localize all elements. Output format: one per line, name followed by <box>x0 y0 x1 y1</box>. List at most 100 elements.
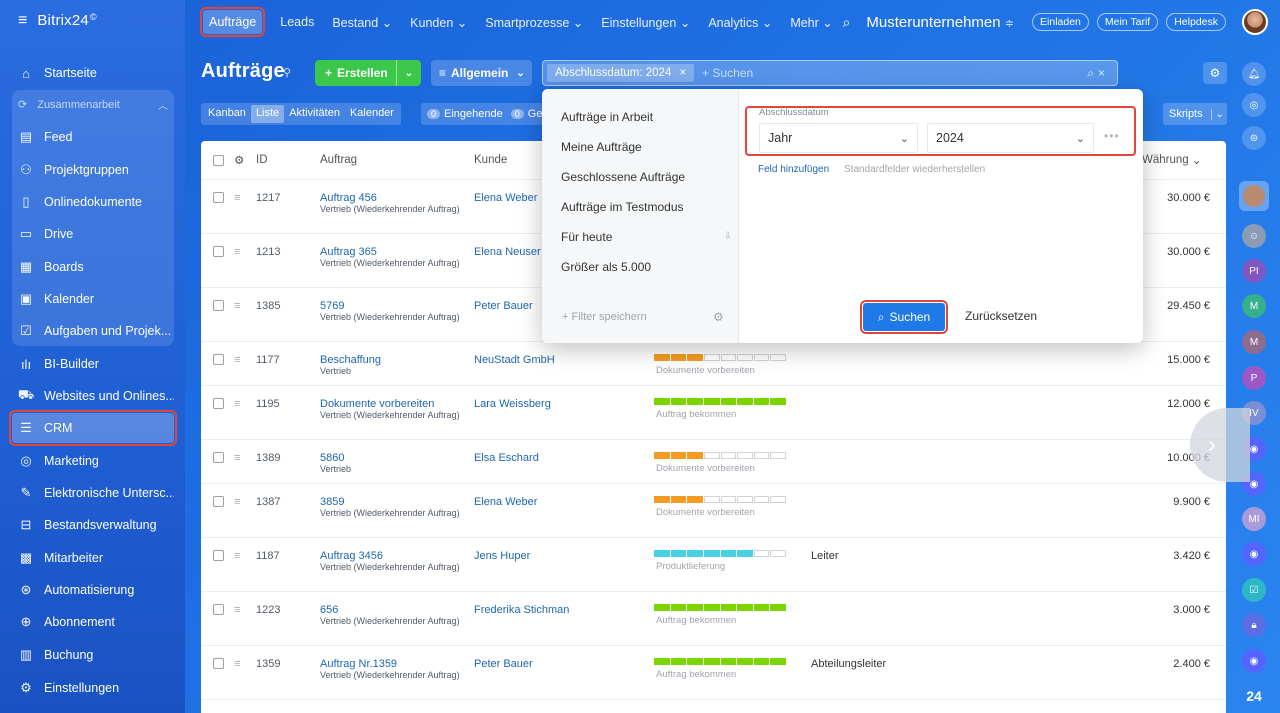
stage-segment[interactable] <box>753 550 770 557</box>
nav-tab-kunden[interactable]: Kunden ⌄ <box>410 15 467 30</box>
stage-segment[interactable] <box>720 354 737 361</box>
stage-segment[interactable] <box>737 496 753 503</box>
stage-segment[interactable] <box>770 658 786 665</box>
openlines-icon[interactable]: ◉ <box>1242 542 1266 566</box>
client-link[interactable]: NeuStadt GmbH <box>474 354 555 366</box>
stage-segment[interactable] <box>753 658 770 665</box>
bitrix-badge[interactable]: 24 <box>1246 688 1262 704</box>
drag-handle-icon[interactable]: ≡ <box>234 604 241 616</box>
client-link[interactable]: Peter Bauer <box>474 658 533 670</box>
stage-segment[interactable] <box>687 496 703 503</box>
sidebar-item-onlinedokumente[interactable]: ▯ Onlinedokumente <box>12 187 174 217</box>
nav-tab-analytics[interactable]: Analytics ⌄ <box>708 15 772 30</box>
preset-item[interactable]: Aufträge in Arbeit <box>561 110 654 124</box>
drag-handle-icon[interactable]: ≡ <box>234 452 241 464</box>
nav-tab-bestand[interactable]: Bestand ⌄ <box>332 15 392 30</box>
stage-segment[interactable] <box>753 354 770 361</box>
sidebar-item-kalender[interactable]: ▣ Kalender <box>12 284 174 314</box>
stage-segment[interactable] <box>654 658 670 665</box>
sidebar-item-marketing[interactable]: ◎ Marketing <box>12 446 174 476</box>
deal-link[interactable]: Auftrag Nr.1359 <box>320 658 398 670</box>
sidebar-item-bestandsverwaltung[interactable]: ⊟ Bestandsverwaltung <box>12 510 174 540</box>
reset-button[interactable]: Zurücksetzen <box>965 309 1038 323</box>
search-input[interactable]: Abschlussdatum: 2024 × + Suchen ⌕× <box>542 60 1118 86</box>
pulse-icon[interactable]: ◎ <box>1242 93 1266 117</box>
column-header-client[interactable]: Kunde <box>474 154 508 166</box>
sidebar-item-mitarbeiter[interactable]: ▩ Mitarbeiter <box>12 543 174 573</box>
sidebar-item-projektgruppen[interactable]: ⚇ Projektgruppen <box>12 155 174 185</box>
stage-segment[interactable] <box>770 550 786 557</box>
sidebar-item-startseite[interactable]: ⌂ Startseite <box>12 58 174 88</box>
sidebar-group-head[interactable]: ⟳ Zusammenarbeit ︿ <box>18 97 168 113</box>
column-header-id[interactable]: ID <box>256 154 268 166</box>
stage-segment[interactable] <box>654 604 670 611</box>
pin-icon[interactable]: ⚲ <box>283 67 292 79</box>
avatar[interactable] <box>1242 9 1268 35</box>
client-link[interactable]: Elsa Eschard <box>474 452 539 464</box>
table-row[interactable]: ≡ 1387 3859 Vertrieb (Wiederkehrender Auftr… <box>201 483 1226 537</box>
stage-segment[interactable] <box>720 550 737 557</box>
create-button[interactable]: + Erstellen ⌄ <box>315 60 421 86</box>
column-header-deal[interactable]: Auftrag <box>320 154 358 166</box>
openlines-icon[interactable]: ◉ <box>1242 649 1266 673</box>
sidebar-item-websites[interactable]: ⛟ Websites und Onlines... <box>12 381 174 411</box>
gear-icon[interactable]: ⚙ <box>713 310 724 324</box>
pin-icon[interactable]: ⇩ <box>723 231 732 242</box>
row-checkbox[interactable] <box>213 192 224 203</box>
sidebar-item-feed[interactable]: ▤ Feed <box>12 122 174 152</box>
tab-kanban[interactable]: Kanban <box>208 107 246 119</box>
settings-button[interactable]: ⚙ <box>1203 62 1227 84</box>
more-icon[interactable]: ••• <box>1104 129 1120 143</box>
stage-segment[interactable] <box>670 604 687 611</box>
client-link[interactable]: Elena Weber <box>474 192 538 204</box>
drag-handle-icon[interactable]: ≡ <box>234 246 241 258</box>
stage-segment[interactable] <box>770 496 786 503</box>
client-link[interactable]: Peter Bauer <box>474 300 533 312</box>
row-checkbox[interactable] <box>213 452 224 463</box>
chevron-up-icon[interactable]: ︿ <box>158 101 168 112</box>
stage-segment[interactable] <box>737 604 753 611</box>
user-avatar-p[interactable]: P <box>1242 366 1266 390</box>
helpdesk-button[interactable]: Helpdesk <box>1166 13 1226 31</box>
deal-link[interactable]: 5860 <box>320 452 345 464</box>
brand[interactable]: ≡ Bitrix24 © <box>18 12 97 30</box>
row-checkbox[interactable] <box>213 300 224 311</box>
stage-segment[interactable] <box>654 354 670 361</box>
deal-link[interactable]: Auftrag 3456 <box>320 550 383 562</box>
stage-segment[interactable] <box>670 658 687 665</box>
table-row[interactable]: ≡ 1223 656 Vertrieb (Wiederkehrender Auftra… <box>201 591 1226 645</box>
stage-segment[interactable] <box>703 604 720 611</box>
stage-segment[interactable] <box>670 452 687 459</box>
deal-link[interactable]: Dokumente vorbereiten <box>320 398 435 410</box>
table-row[interactable] <box>201 699 1226 713</box>
stage-segment[interactable] <box>720 398 737 405</box>
search-button[interactable]: ⌕ Suchen <box>860 300 948 334</box>
period-select[interactable]: Jahr ⌄ <box>759 123 918 153</box>
nav-tab-mehr[interactable]: Mehr ⌄ <box>790 15 832 30</box>
stage-segment[interactable] <box>753 496 770 503</box>
sidebar-item-drive[interactable]: ▭ Drive <box>12 219 174 249</box>
stage-segment[interactable] <box>687 658 703 665</box>
column-header-currency[interactable]: Währung ⌄ <box>1142 141 1202 179</box>
stage-segment[interactable] <box>670 354 687 361</box>
save-filter-link[interactable]: + Filter speichern <box>562 311 647 323</box>
row-checkbox[interactable] <box>213 354 224 365</box>
drag-handle-icon[interactable]: ≡ <box>234 354 241 366</box>
tasks-icon[interactable]: ☑ <box>1242 578 1266 602</box>
search-icon[interactable]: ⌕ <box>842 13 851 30</box>
nav-tab-leads[interactable]: Leads <box>280 15 315 29</box>
gear-icon[interactable]: ⚙ <box>234 155 245 167</box>
stage-segment[interactable] <box>737 658 753 665</box>
my-plan-button[interactable]: Mein Tarif <box>1096 13 1159 31</box>
counters[interactable]: 0 Eingehende 0 Ge <box>421 103 545 125</box>
nav-tab-auftraege[interactable]: Aufträge <box>199 7 266 37</box>
deal-link[interactable]: Auftrag 365 <box>320 246 377 258</box>
user-avatar-icon[interactable]: ☺ <box>1242 224 1266 248</box>
search-icon[interactable]: ⌕× <box>1087 65 1109 80</box>
stage-segment[interactable] <box>687 398 703 405</box>
client-link[interactable]: Frederika Stichman <box>474 604 570 616</box>
stage-segment[interactable] <box>703 452 720 459</box>
stage-segment[interactable] <box>654 496 670 503</box>
sidebar-item-einstellungen[interactable]: ⚙ Einstellungen <box>12 673 174 703</box>
stage-bar[interactable] <box>654 398 786 405</box>
